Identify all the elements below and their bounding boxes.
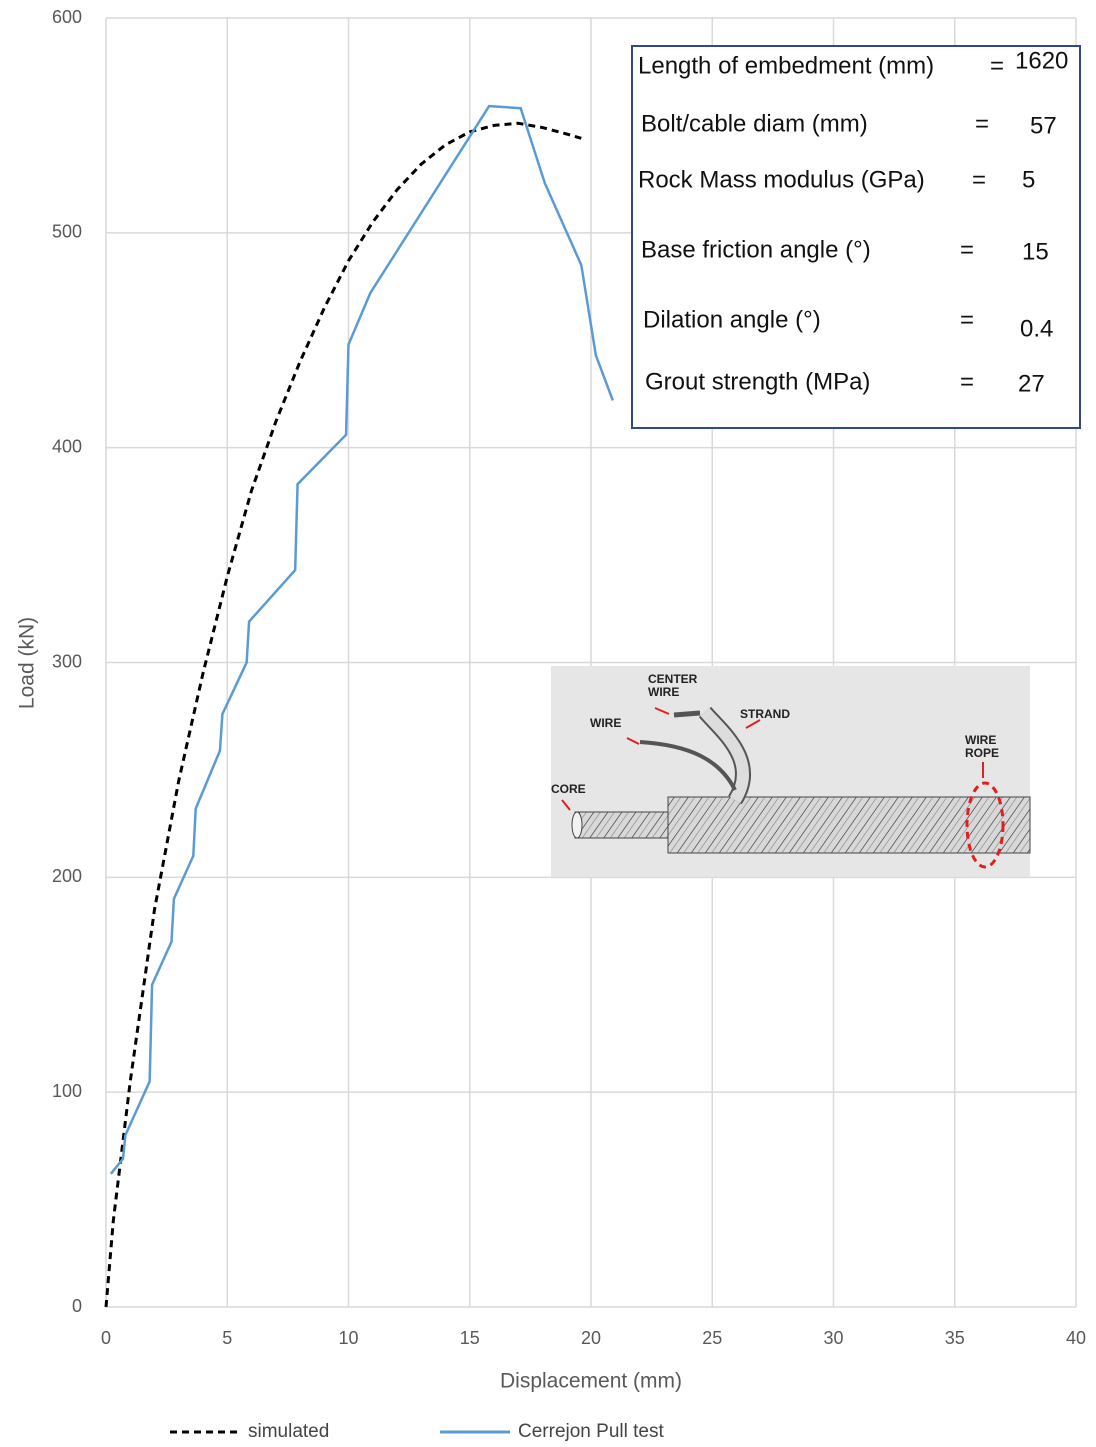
x-tick-label: 25 <box>702 1328 722 1348</box>
inset-label: STRAND <box>740 707 790 721</box>
annotation-sign: = <box>960 368 974 395</box>
y-tick-label: 100 <box>52 1081 82 1101</box>
annotation-value: 15 <box>1022 238 1049 265</box>
annotation-value: 5 <box>1022 166 1035 193</box>
y-axis-title: Load (kN) <box>16 617 39 709</box>
annotation-value: 57 <box>1030 112 1057 139</box>
x-tick-label: 5 <box>222 1328 232 1348</box>
annotation-label: Rock Mass modulus (GPa) <box>638 166 925 193</box>
series-line <box>111 106 613 1174</box>
y-tick-label: 500 <box>52 222 82 242</box>
x-tick-label: 30 <box>823 1328 843 1348</box>
inset-label: ROPE <box>965 746 999 760</box>
y-tick-label: 400 <box>52 436 82 456</box>
x-tick-label: 15 <box>460 1328 480 1348</box>
x-tick-label: 0 <box>101 1328 111 1348</box>
annotation-label: Dilation angle (°) <box>643 306 821 333</box>
inset-label: WIRE <box>648 685 679 699</box>
series-line <box>106 123 581 1307</box>
annotation-label: Length of embedment (mm) <box>638 52 934 79</box>
annotation-label: Bolt/cable diam (mm) <box>641 110 868 137</box>
annotation-sign: = <box>960 236 974 263</box>
legend-label: Cerrejon Pull test <box>518 1421 664 1442</box>
y-tick-label: 300 <box>52 651 82 671</box>
annotation-sign: = <box>975 110 989 137</box>
inset-label: CENTER <box>648 672 698 686</box>
series <box>106 106 613 1307</box>
annotation-value: 27 <box>1018 370 1045 397</box>
chart: Displacement (mm) Load (kN) 010020030040… <box>0 0 1096 1447</box>
annotation-label: Base friction angle (°) <box>641 236 871 263</box>
core-drawing <box>575 812 675 838</box>
x-tick-label: 10 <box>338 1328 358 1348</box>
inset-image <box>551 666 1030 877</box>
y-tick-label: 0 <box>72 1296 82 1316</box>
annotation-label: Grout strength (MPa) <box>645 368 870 395</box>
inset-label: CORE <box>551 782 586 796</box>
x-tick-label: 20 <box>581 1328 601 1348</box>
x-tick-label: 40 <box>1066 1328 1086 1348</box>
annotation-value: 0.4 <box>1020 315 1053 342</box>
legend-label: simulated <box>248 1421 329 1442</box>
inset-label: WIRE <box>590 716 621 730</box>
center-wire-drawing <box>674 713 700 715</box>
y-tick-label: 600 <box>52 7 82 27</box>
annotation-sign: = <box>960 306 974 333</box>
inset-label: WIRE <box>965 733 996 747</box>
x-axis-title: Displacement (mm) <box>500 1370 682 1393</box>
annotation-sign: = <box>972 166 986 193</box>
y-tick-label: 200 <box>52 866 82 886</box>
core-end <box>572 812 582 838</box>
x-tick-label: 35 <box>945 1328 965 1348</box>
annotation-value: 1620 <box>1015 47 1068 74</box>
rope-drawing <box>668 797 1030 853</box>
annotation-sign: = <box>990 52 1004 79</box>
